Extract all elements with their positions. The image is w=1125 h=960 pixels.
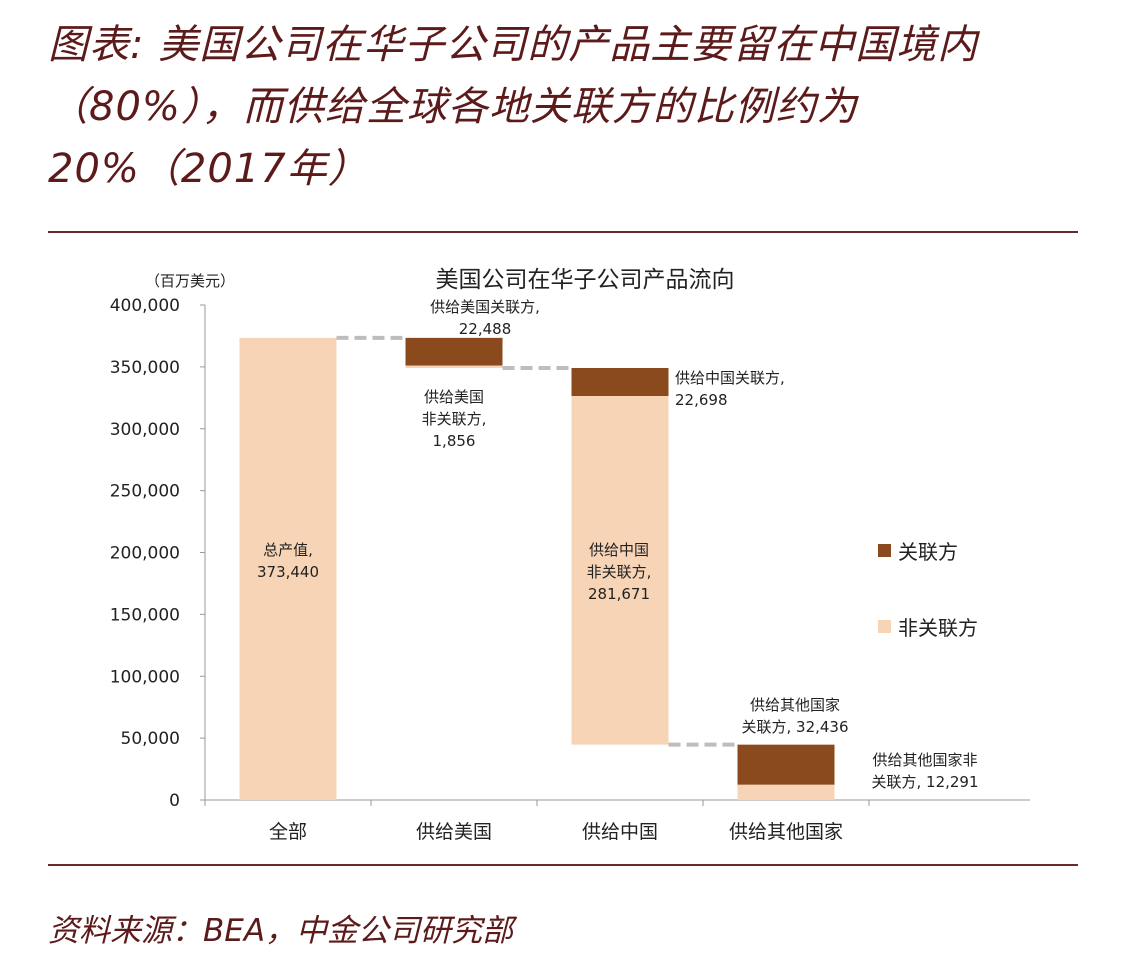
- x-tick-label: 供给中国: [582, 821, 658, 843]
- legend-swatch: [878, 544, 891, 557]
- bottom-divider: [48, 864, 1078, 866]
- y-tick-label: 100,000: [110, 667, 180, 687]
- data-label: 22,698: [675, 391, 728, 409]
- y-tick-label: 250,000: [110, 482, 180, 502]
- y-tick-label: 0: [169, 791, 180, 811]
- data-label: 供给中国: [589, 541, 649, 559]
- bar-segment-affiliate: [571, 367, 669, 397]
- data-label: 非关联方,: [587, 563, 652, 581]
- x-tick-label: 全部: [269, 821, 307, 843]
- data-label: 供给美国关联方,: [430, 298, 540, 316]
- legend-swatch: [878, 620, 891, 633]
- data-label: 1,856: [433, 432, 476, 450]
- y-tick-label: 300,000: [110, 420, 180, 440]
- x-tick-label: 供给美国: [416, 821, 492, 843]
- bar-segment-non-affiliate: [737, 784, 835, 800]
- y-tick-label: 200,000: [110, 544, 180, 564]
- bar-segment-affiliate: [737, 744, 835, 785]
- bar-segment-non-affiliate: [405, 365, 503, 368]
- data-label: 总产值,: [263, 541, 313, 559]
- data-label: 关联方, 32,436: [741, 718, 848, 736]
- bar-segment-non-affiliate: [239, 337, 337, 800]
- top-divider: [48, 231, 1078, 233]
- data-label: 关联方, 12,291: [871, 773, 978, 791]
- y-tick-label: 350,000: [110, 358, 180, 378]
- data-label: 22,488: [459, 320, 512, 338]
- data-label: 281,671: [588, 585, 650, 603]
- x-tick-label: 供给其他国家: [729, 821, 843, 843]
- data-label: 供给其他国家: [750, 696, 840, 714]
- data-label: 非关联方,: [422, 410, 487, 428]
- y-tick-label: 50,000: [121, 729, 180, 749]
- page-title: 图表: 美国公司在华子公司的产品主要留在中国境内（80%），而供给全球各地关联方…: [48, 22, 979, 192]
- bar-segment-non-affiliate: [571, 396, 669, 745]
- legend-label: 关联方: [898, 540, 958, 564]
- y-axis-label: （百万美元）: [145, 272, 235, 290]
- bar-segment-affiliate: [405, 337, 503, 366]
- data-label: 供给中国关联方,: [675, 369, 785, 387]
- data-label: 供给其他国家非: [872, 751, 977, 769]
- y-tick-label: 400,000: [110, 296, 180, 316]
- data-label: 供给美国: [424, 388, 484, 406]
- y-tick-label: 150,000: [110, 605, 180, 625]
- chart-title: 美国公司在华子公司产品流向: [436, 267, 735, 293]
- legend-label: 非关联方: [898, 616, 978, 640]
- source-note: 资料来源：BEA，中金公司研究部: [48, 913, 514, 949]
- data-label: 373,440: [257, 563, 319, 581]
